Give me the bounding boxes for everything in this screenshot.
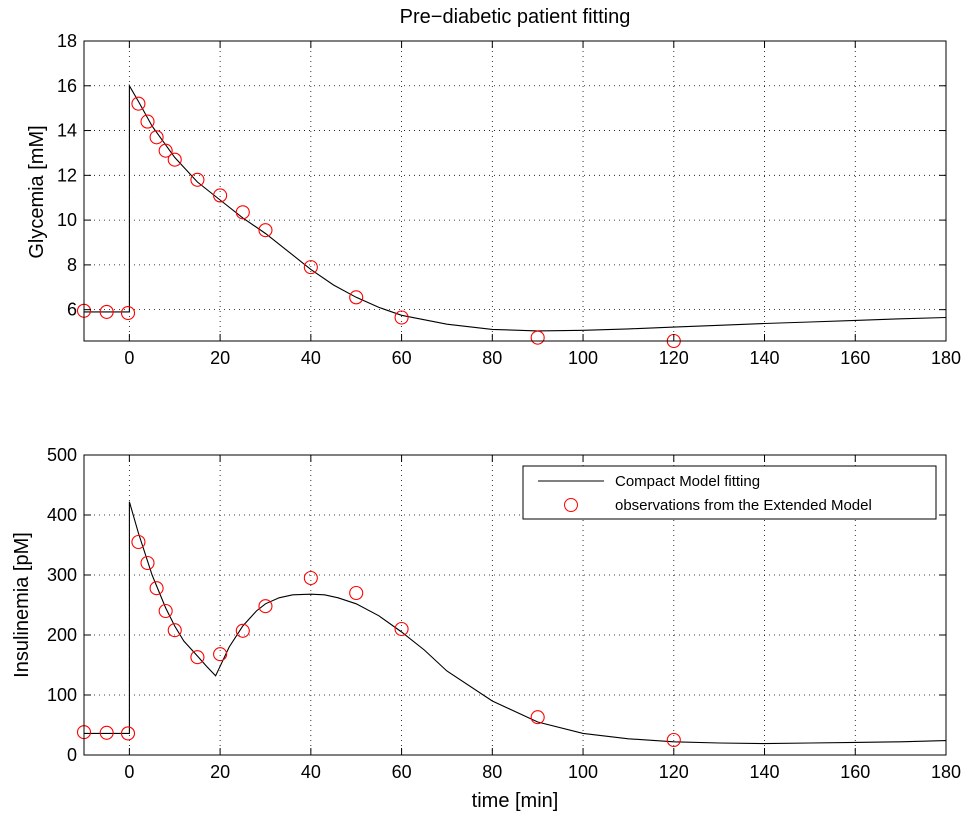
glycemia-observation-point (120, 305, 136, 321)
glycemia-x-tick-label: 80 (482, 348, 502, 368)
insulinemia-y-tick-label: 400 (47, 505, 77, 525)
glycemia-x-tick-label: 140 (750, 348, 780, 368)
glycemia-observation-point (158, 143, 173, 158)
insulinemia-y-tick-label: 300 (47, 565, 77, 585)
chart-title: Pre−diabetic patient fitting (400, 6, 631, 28)
glycemia-observation-point (349, 290, 364, 305)
insulinemia-observation-point (530, 710, 545, 725)
insulinemia-observation-point (349, 585, 364, 601)
glycemia-observation-point (149, 130, 164, 145)
legend-box (522, 465, 937, 520)
glycemia-observation-point (99, 304, 114, 319)
insulinemia-observation-point (235, 623, 250, 638)
glycemia-x-tick-label: 0 (124, 348, 134, 368)
glycemia-y-tick-label: 8 (67, 255, 77, 275)
glycemia-observation-point (303, 260, 318, 275)
glycemia-series (76, 83, 947, 349)
insulinemia-observation-point (213, 647, 228, 662)
glycemia-x-tick-label: 180 (931, 348, 961, 368)
glycemia-x-tick-label: 120 (659, 348, 689, 368)
insulinemia-x-tick-label: 100 (568, 762, 598, 782)
glycemia-x-tick-label: 20 (210, 348, 230, 368)
insulinemia-x-tick-label: 20 (210, 762, 230, 782)
glycemia-observation-point (167, 152, 182, 167)
insulinemia-series (76, 501, 947, 748)
insulinemia-x-tick-label: 0 (124, 762, 134, 782)
legend: Compact Model fitting observations from … (522, 465, 937, 520)
glycemia-plot-area (84, 41, 946, 341)
glycemia-y-axis-label: Glycemia [mM] (26, 125, 48, 258)
glycemia-axes-frame (83, 40, 947, 342)
legend-marker-swatch (564, 498, 578, 512)
insulinemia-observation-point (131, 534, 146, 550)
insulinemia-x-tick-label: 140 (750, 762, 780, 782)
glycemia-y-tick-label: 12 (57, 165, 77, 185)
insulinemia-x-tick-label: 160 (840, 762, 870, 782)
insulinemia-y-tick-label: 500 (47, 445, 77, 465)
insulinemia-observation-point (149, 581, 164, 596)
insulinemia-observation-point (120, 726, 136, 741)
insulinemia-ticks: 0 20 40 60 80 100 120 140 160 180 0 100 200 300 400 500 (47, 445, 961, 782)
glycemia-observation-point (394, 310, 409, 325)
insulinemia-observation-point (167, 623, 182, 638)
glycemia-y-tick-label: 16 (57, 76, 77, 96)
insulinemia-y-axis-label: Insulinemia [pM] (11, 532, 33, 678)
glycemia-observation-point (235, 205, 250, 220)
insulinemia-observation-point (99, 725, 114, 740)
glycemia-observation-point (140, 114, 155, 129)
glycemia-observation-point (190, 172, 205, 187)
glycemia-observation-point (131, 96, 146, 111)
glycemia-ticks: 0 20 40 60 80 100 120 140 160 180 6 8 10 12 14 16 18 (57, 31, 961, 368)
glycemia-x-tick-label: 40 (301, 348, 321, 368)
insulinemia-panel: 0 20 40 60 80 100 120 140 160 180 0 100 200 300 400 500… (11, 445, 961, 812)
insulinemia-observation-point (258, 599, 273, 614)
x-axis-label: time [min] (472, 790, 559, 812)
glycemia-x-tick-label: 160 (840, 348, 870, 368)
insulinemia-observation-point (666, 732, 681, 748)
glycemia-y-tick-label: 10 (57, 210, 77, 230)
insulinemia-x-tick-label: 40 (301, 762, 321, 782)
glycemia-observation-point (258, 223, 273, 238)
insulinemia-x-tick-label: 80 (482, 762, 502, 782)
glycemia-y-tick-label: 14 (57, 121, 77, 141)
insulinemia-observation-point (190, 650, 205, 665)
legend-entry-observations: observations from the Extended Model (615, 497, 872, 514)
glycemia-x-tick-label: 60 (392, 348, 412, 368)
glycemia-observation-point (530, 330, 545, 345)
insulinemia-axes-frame (83, 454, 947, 756)
insulinemia-y-tick-label: 0 (67, 745, 77, 765)
glycemia-y-tick-label: 6 (67, 300, 77, 320)
insulinemia-observation-point (158, 603, 173, 619)
glycemia-fit-line (84, 83, 947, 332)
insulinemia-observation-point (303, 570, 318, 586)
glycemia-panel: Pre−diabetic patient fitting 0 20 40 60 80 10… (26, 6, 961, 368)
insulinemia-x-tick-label: 180 (931, 762, 961, 782)
insulinemia-observation-point (140, 555, 155, 571)
insulinemia-x-tick-label: 120 (659, 762, 689, 782)
insulinemia-observation-point (394, 621, 409, 637)
insulinemia-fit-line (84, 501, 947, 745)
glycemia-x-tick-label: 100 (568, 348, 598, 368)
insulinemia-x-tick-label: 60 (392, 762, 412, 782)
glycemia-grid (84, 41, 946, 341)
insulinemia-y-tick-label: 200 (47, 625, 77, 645)
glycemia-y-tick-label: 18 (57, 31, 77, 51)
insulinemia-y-tick-label: 100 (47, 685, 77, 705)
legend-entry-compact-model: Compact Model fitting (615, 473, 760, 490)
glycemia-observation-point (213, 188, 228, 203)
